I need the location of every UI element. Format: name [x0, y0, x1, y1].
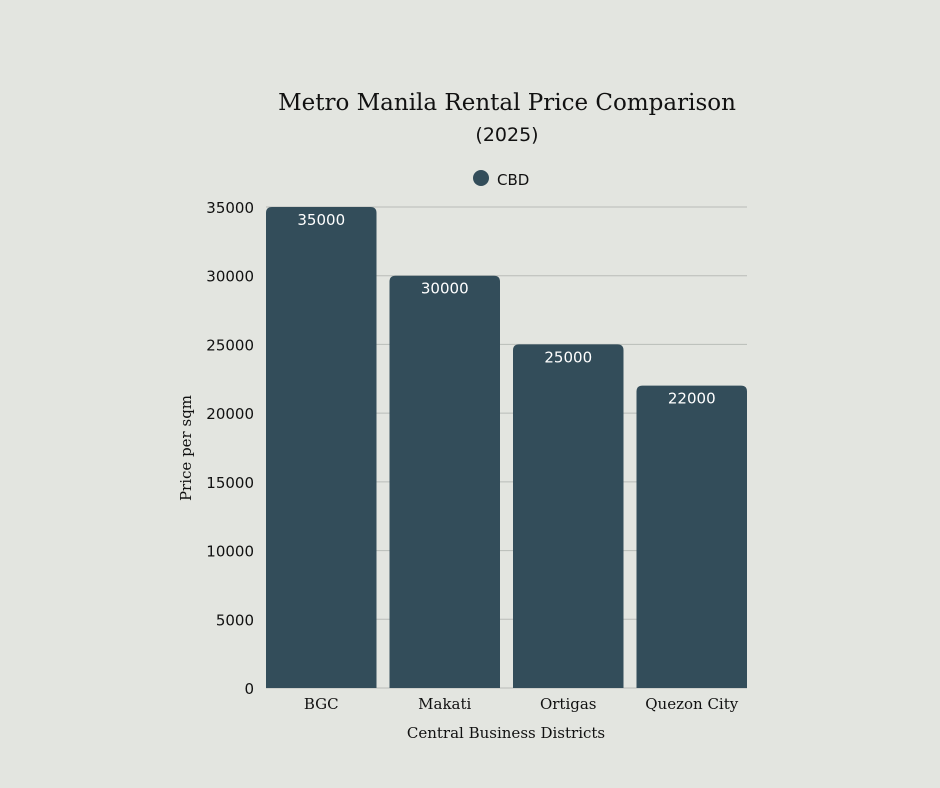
x-tick-label: Quezon City: [645, 695, 738, 713]
legend-swatch: [473, 170, 489, 186]
y-tick-label: 30000: [206, 268, 254, 286]
bar-ortigas: [513, 344, 624, 688]
x-tick-label: Ortigas: [540, 695, 597, 713]
y-axis-label: Price per sqm: [177, 395, 195, 501]
x-tick-label: BGC: [304, 695, 339, 713]
data-label: 25000: [544, 348, 592, 366]
x-axis-label: Central Business Districts: [407, 724, 605, 742]
y-tick-label: 10000: [206, 543, 254, 561]
y-tick-label: 0: [244, 680, 254, 698]
bar-quezon-city: [636, 385, 747, 688]
chart-title: Metro Manila Rental Price Comparison: [278, 90, 736, 116]
chart-subtitle: (2025): [475, 124, 538, 146]
bar-bgc: [266, 207, 377, 688]
y-tick-label: 25000: [206, 336, 254, 354]
x-tick-label: Makati: [418, 695, 471, 713]
data-label: 22000: [668, 390, 716, 408]
y-tick-label: 35000: [206, 199, 254, 217]
data-label: 30000: [421, 280, 469, 298]
y-tick-label: 5000: [216, 611, 254, 629]
data-label: 35000: [297, 211, 345, 229]
bar-makati: [389, 275, 500, 688]
y-tick-label: 15000: [206, 474, 254, 492]
legend-label: CBD: [497, 171, 529, 189]
y-tick-label: 20000: [206, 405, 254, 423]
